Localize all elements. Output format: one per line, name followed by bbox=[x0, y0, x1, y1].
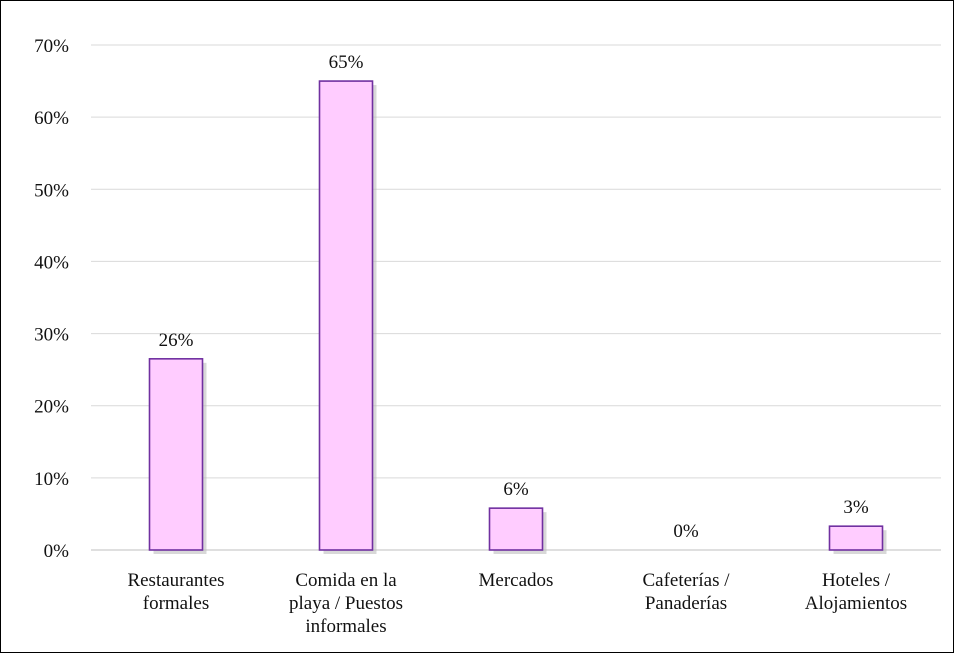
bar bbox=[488, 507, 544, 551]
y-tick-label: 40% bbox=[34, 252, 69, 273]
category-label: Comida en la playa / Puestos informales bbox=[289, 570, 403, 637]
data-label: 26% bbox=[159, 330, 194, 351]
bar bbox=[148, 358, 204, 551]
bars bbox=[148, 80, 887, 555]
category-label: Restaurantes formales bbox=[127, 570, 224, 614]
category-label-line: Mercados bbox=[479, 570, 554, 591]
category-label-line: Restaurantes bbox=[127, 570, 224, 591]
category-label-line: playa / Puestos bbox=[289, 593, 403, 614]
bar bbox=[828, 525, 884, 551]
category-label-line: Alojamientos bbox=[805, 593, 907, 614]
bar bbox=[318, 80, 374, 551]
y-tick-label: 70% bbox=[34, 36, 69, 57]
category-label-line: informales bbox=[305, 616, 386, 637]
data-label: 65% bbox=[329, 52, 364, 73]
y-tick-label: 60% bbox=[34, 108, 69, 129]
category-label: Cafeterías / Panaderías bbox=[642, 570, 730, 614]
y-tick-label: 30% bbox=[34, 325, 69, 346]
category-labels: Restaurantes formales Comida en la playa / … bbox=[127, 570, 907, 637]
y-tick-label: 10% bbox=[34, 469, 69, 490]
category-label: Hoteles / Alojamientos bbox=[805, 570, 907, 614]
data-label: 3% bbox=[843, 497, 869, 518]
y-tick-label: 0% bbox=[44, 541, 70, 562]
data-label: 6% bbox=[503, 479, 529, 500]
category-label-line: formales bbox=[143, 593, 209, 614]
y-tick-label: 20% bbox=[34, 397, 69, 418]
y-axis-ticks: 0% 10% 20% 30% 40% 50% 60% 70% bbox=[34, 36, 69, 562]
category-label-line: Cafeterías / bbox=[642, 570, 730, 591]
category-label-line: Comida en la bbox=[295, 570, 397, 591]
data-labels: 26% 65% 6% 0% 3% bbox=[159, 52, 869, 542]
category-label: Mercados bbox=[479, 570, 554, 591]
y-tick-label: 50% bbox=[34, 180, 69, 201]
category-label-line: Hoteles / bbox=[822, 570, 891, 591]
data-label: 0% bbox=[673, 521, 699, 542]
category-label-line: Panaderías bbox=[645, 593, 727, 614]
gridlines bbox=[91, 44, 941, 551]
